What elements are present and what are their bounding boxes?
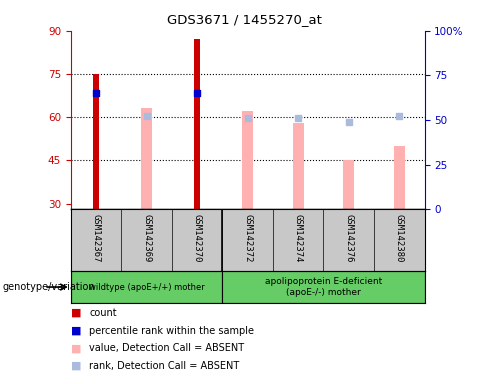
Text: apolipoprotein E-deficient
(apoE-/-) mother: apolipoprotein E-deficient (apoE-/-) mot…	[265, 277, 382, 297]
Text: ■: ■	[71, 361, 81, 371]
Point	[345, 119, 353, 125]
Bar	[141, 109, 152, 209]
Text: ■: ■	[71, 326, 81, 336]
Text: GSM142370: GSM142370	[193, 214, 202, 263]
Point	[244, 115, 252, 121]
Bar	[223, 271, 425, 303]
Bar	[194, 40, 200, 209]
Text: rank, Detection Call = ABSENT: rank, Detection Call = ABSENT	[89, 361, 240, 371]
Text: ■: ■	[71, 343, 81, 353]
Bar	[293, 123, 304, 209]
Text: count: count	[89, 308, 117, 318]
Bar	[71, 271, 223, 303]
Text: GSM142367: GSM142367	[92, 214, 101, 263]
Bar	[93, 74, 99, 209]
Text: ■: ■	[71, 308, 81, 318]
Point	[294, 115, 302, 121]
Text: GSM142374: GSM142374	[294, 214, 303, 263]
Point	[395, 113, 403, 119]
Text: GDS3671 / 1455270_at: GDS3671 / 1455270_at	[166, 13, 322, 26]
Bar	[343, 161, 354, 209]
Text: GSM142372: GSM142372	[243, 214, 252, 263]
Text: GSM142380: GSM142380	[395, 214, 404, 263]
Text: genotype/variation: genotype/variation	[2, 282, 95, 292]
Bar	[242, 111, 253, 209]
Text: GSM142369: GSM142369	[142, 214, 151, 263]
Text: wildtype (apoE+/+) mother: wildtype (apoE+/+) mother	[89, 283, 204, 291]
Text: percentile rank within the sample: percentile rank within the sample	[89, 326, 254, 336]
Text: GSM142376: GSM142376	[344, 214, 353, 263]
Bar	[394, 146, 405, 209]
Text: value, Detection Call = ABSENT: value, Detection Call = ABSENT	[89, 343, 244, 353]
Point	[193, 90, 201, 96]
Point	[92, 90, 100, 96]
Point	[142, 113, 150, 119]
